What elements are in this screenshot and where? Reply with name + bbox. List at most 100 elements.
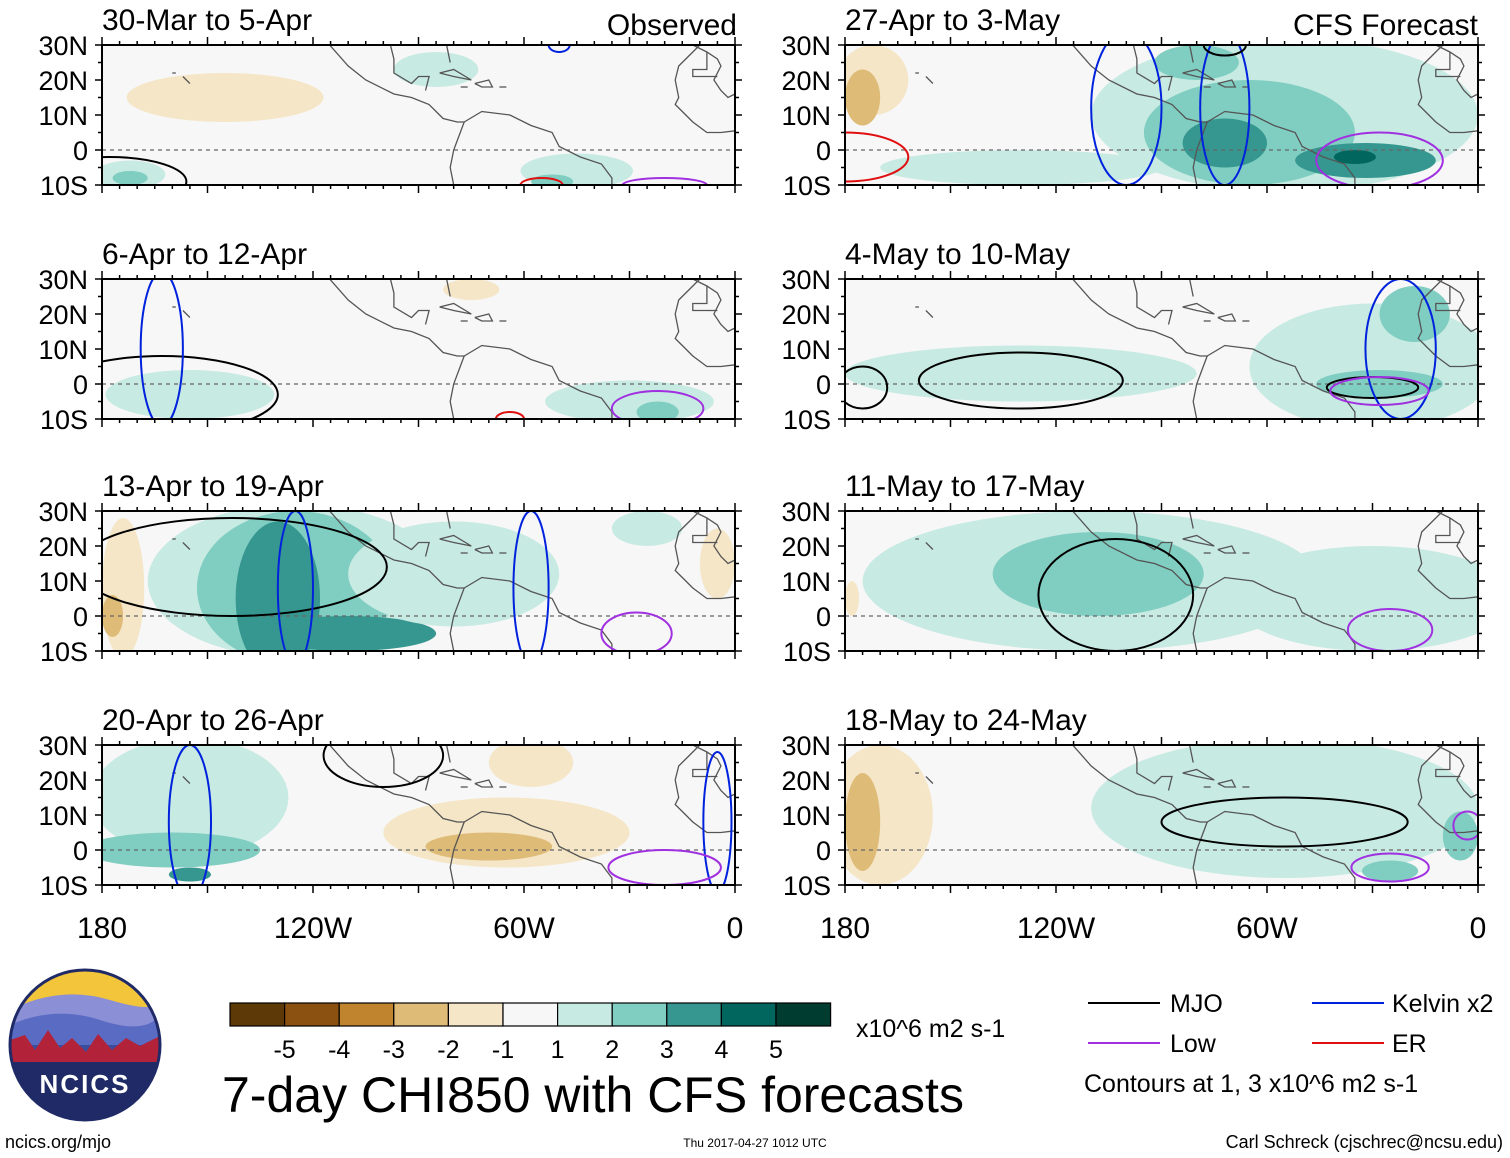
coastline bbox=[692, 511, 735, 565]
coastline bbox=[474, 545, 494, 554]
anomaly-region bbox=[880, 150, 1162, 185]
lat-tick-label: 0 bbox=[816, 136, 831, 166]
coastline bbox=[1217, 313, 1237, 322]
coastline bbox=[925, 310, 934, 318]
colorbar-tick-label: 5 bbox=[769, 1036, 783, 1064]
panel-1-3: 30N 20N 10N 0 10S 18-May to 24-May 180 120W 60W 0 bbox=[781, 704, 1486, 945]
coastline bbox=[674, 45, 735, 134]
contour-mjo bbox=[102, 355, 279, 419]
lon-tick-label: 60W bbox=[1236, 912, 1298, 945]
anomaly-region bbox=[102, 745, 289, 857]
anomaly-region bbox=[636, 401, 679, 419]
lat-tick-label: 10N bbox=[781, 335, 831, 365]
anomaly-region bbox=[992, 532, 1204, 616]
coastline bbox=[295, 279, 466, 419]
coastline bbox=[1132, 45, 1173, 91]
contour-note: Contours at 1, 3 x10^6 m2 s-1 bbox=[1084, 1070, 1418, 1098]
anomaly-region bbox=[1333, 150, 1377, 164]
colorbar-swatch bbox=[666, 1002, 722, 1027]
colorbar-tick-label: -1 bbox=[492, 1036, 514, 1064]
coastline bbox=[389, 279, 430, 325]
coastline bbox=[463, 810, 613, 885]
coastline bbox=[1188, 279, 1194, 297]
colorbar-tick-label: -3 bbox=[383, 1036, 405, 1064]
coastline bbox=[1417, 511, 1478, 600]
coastline bbox=[1217, 779, 1237, 788]
lat-tick-label: 10N bbox=[38, 335, 88, 365]
lat-tick-label: 20N bbox=[781, 766, 831, 796]
coastline bbox=[692, 518, 718, 544]
coastline bbox=[295, 511, 466, 651]
coastline bbox=[463, 576, 613, 651]
coastline bbox=[1182, 302, 1215, 315]
panel-title: 6-Apr to 12-Apr bbox=[102, 238, 307, 271]
coastline bbox=[1038, 279, 1209, 419]
site-link[interactable]: ncics.org/mjo bbox=[5, 1132, 111, 1152]
contour-kelvin bbox=[1364, 279, 1437, 419]
lat-tick-label: 10S bbox=[40, 637, 88, 667]
lon-tick-label: 120W bbox=[1017, 912, 1096, 945]
lat-tick-label: 0 bbox=[73, 370, 88, 400]
coastline bbox=[463, 110, 613, 185]
contour-low bbox=[1346, 608, 1434, 651]
lat-tick-label: 30N bbox=[38, 731, 88, 761]
colorbar-swatch bbox=[502, 1002, 559, 1027]
panel-0-3: 30N 20N 10N 0 10S 20-Apr to 26-Apr 180 120W 60W 0 bbox=[38, 704, 743, 945]
coastline bbox=[1206, 110, 1356, 185]
coastline bbox=[182, 310, 191, 318]
coastline bbox=[1132, 279, 1173, 325]
panel-title: 4-May to 10-May bbox=[845, 238, 1070, 271]
coastline bbox=[445, 45, 451, 63]
lat-tick-label: 30N bbox=[781, 265, 831, 295]
anomaly-region bbox=[260, 616, 437, 651]
lat-tick-label: 10N bbox=[38, 101, 88, 131]
anomaly-region bbox=[1442, 811, 1478, 861]
colorbar-units: x10^6 m2 s-1 bbox=[856, 1015, 1005, 1043]
lat-tick-label: 0 bbox=[73, 602, 88, 632]
legend-label-low: Low bbox=[1170, 1030, 1217, 1058]
contour-mjo bbox=[1160, 796, 1409, 848]
lat-tick-label: 30N bbox=[781, 497, 831, 527]
contour-low bbox=[1315, 131, 1444, 185]
contour-mjo bbox=[1202, 45, 1247, 57]
anomaly-region bbox=[105, 370, 275, 419]
coastline bbox=[1188, 745, 1194, 763]
coastline bbox=[389, 511, 430, 557]
panel-0-2: 30N 20N 10N 0 10S 13-Apr to 19-Apr bbox=[38, 470, 742, 667]
colorbar-tick-label: -5 bbox=[273, 1036, 295, 1064]
anomaly-region bbox=[845, 773, 881, 871]
coastline bbox=[692, 45, 735, 99]
contour-kelvin bbox=[167, 745, 213, 885]
coastline bbox=[445, 279, 451, 297]
colorbar-swatch bbox=[611, 1002, 668, 1027]
panel-1-1: 30N 20N 10N 0 10S 4-May to 10-May bbox=[781, 238, 1485, 435]
colorbar-swatch bbox=[338, 1002, 395, 1027]
contour-mjo bbox=[917, 351, 1124, 410]
coastline bbox=[1417, 279, 1478, 368]
anomaly-region bbox=[1361, 860, 1419, 882]
coastline bbox=[1182, 534, 1215, 547]
anomaly-region bbox=[611, 511, 683, 546]
lat-tick-label: 10N bbox=[38, 567, 88, 597]
coastline bbox=[1182, 68, 1215, 81]
map-panels: 30N 20N 10N 0 10S 30-Mar to 5-Apr 30N 20N 10N 0 10… bbox=[38, 4, 1486, 945]
coastline bbox=[463, 344, 613, 419]
coastline bbox=[1435, 279, 1478, 333]
anomaly-region bbox=[845, 69, 881, 126]
lat-tick-label: 0 bbox=[816, 836, 831, 866]
contour-low bbox=[610, 390, 705, 419]
colorbar-swatch bbox=[720, 1002, 777, 1027]
coastline bbox=[1206, 810, 1356, 885]
coastline bbox=[925, 76, 934, 84]
timestamp: Thu 2017-04-27 1012 UTC bbox=[683, 1136, 827, 1150]
lon-tick-label: 180 bbox=[820, 912, 870, 945]
anomaly-region bbox=[393, 52, 479, 87]
legend-label-mjo: MJO bbox=[1170, 990, 1223, 1018]
coastline bbox=[1038, 45, 1209, 185]
observed-label: Observed bbox=[607, 9, 737, 42]
lat-tick-label: 10S bbox=[40, 171, 88, 201]
contour-er bbox=[494, 411, 525, 419]
coastline bbox=[1435, 52, 1461, 78]
contour-low bbox=[1350, 852, 1430, 883]
main-title: 7-day CHI850 with CFS forecasts bbox=[222, 1067, 964, 1123]
